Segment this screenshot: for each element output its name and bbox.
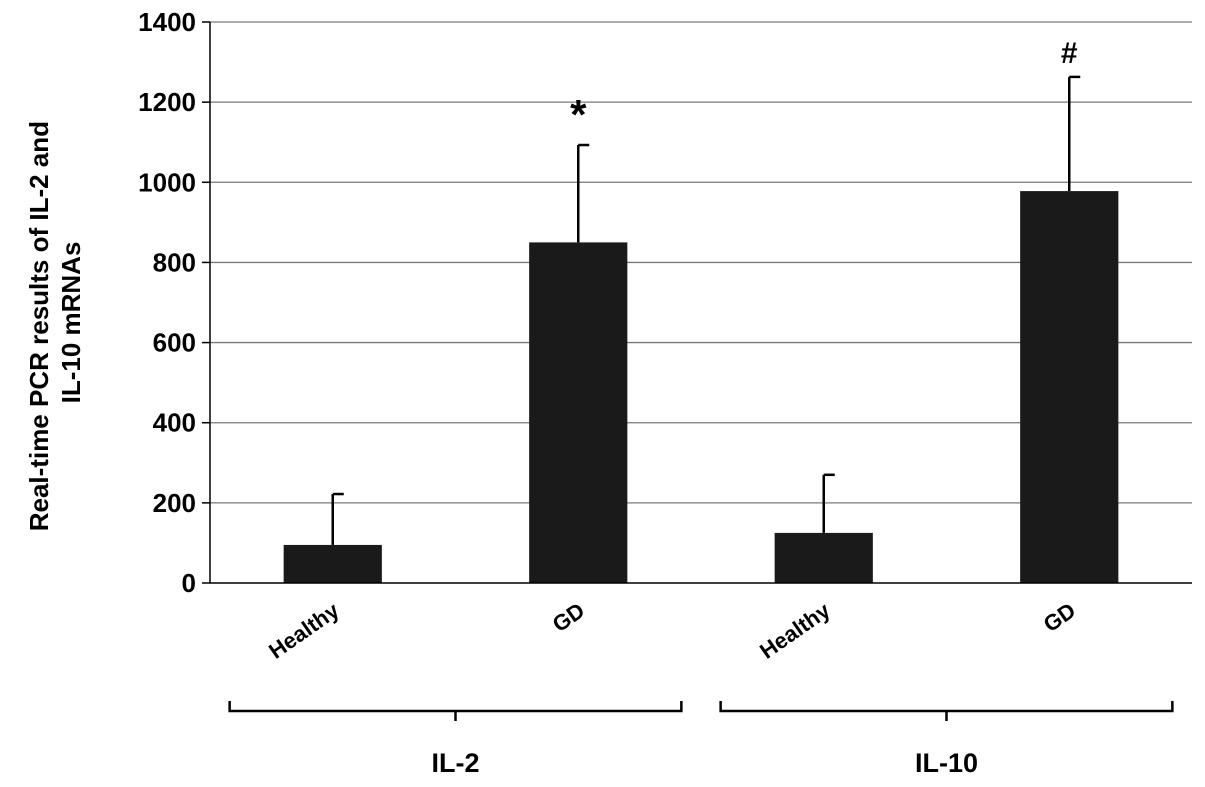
group-label: IL-10	[915, 748, 978, 778]
category-label: GD	[1039, 598, 1080, 637]
y-tick-label: 0	[182, 568, 196, 598]
bars	[283, 191, 1119, 583]
category-label: Healthy	[264, 597, 344, 663]
gridlines	[202, 21, 1192, 584]
category-label: Healthy	[755, 597, 835, 663]
y-tick-label: 400	[153, 408, 196, 438]
y-tick-label: 1200	[138, 87, 196, 117]
y-tick-label: 200	[153, 488, 196, 518]
significance-markers: *#	[570, 37, 1078, 138]
group-label: IL-2	[431, 748, 479, 778]
error-bars	[331, 75, 1081, 545]
group-labels: IL-2 IL-10	[431, 748, 978, 778]
y-axis-title: Real-time PCR results of IL-2 and IL-10 …	[24, 114, 86, 532]
y-tick-label: 1000	[138, 167, 196, 197]
y-axis-title-line-1: Real-time PCR results of IL-2 and	[24, 121, 54, 531]
bar	[529, 242, 628, 583]
y-tick-label: 800	[153, 247, 196, 277]
group-brackets	[228, 701, 1174, 721]
y-axis-title-line-2: IL-10 mRNAs	[56, 242, 86, 404]
group-bracket	[228, 701, 683, 721]
group-bracket	[719, 701, 1174, 721]
y-tick-label: 1400	[138, 7, 196, 37]
y-tick-label: 600	[153, 328, 196, 358]
category-labels: Healthy GD Healthy GD	[264, 597, 1080, 663]
category-label: GD	[548, 598, 589, 637]
bar	[283, 544, 382, 583]
y-tick-labels: 0 200 400 600 800 1000 1200 1400	[138, 7, 196, 598]
significance-marker: #	[1061, 37, 1078, 70]
bar	[1020, 191, 1119, 583]
significance-marker: *	[570, 91, 587, 138]
bar	[774, 532, 873, 583]
